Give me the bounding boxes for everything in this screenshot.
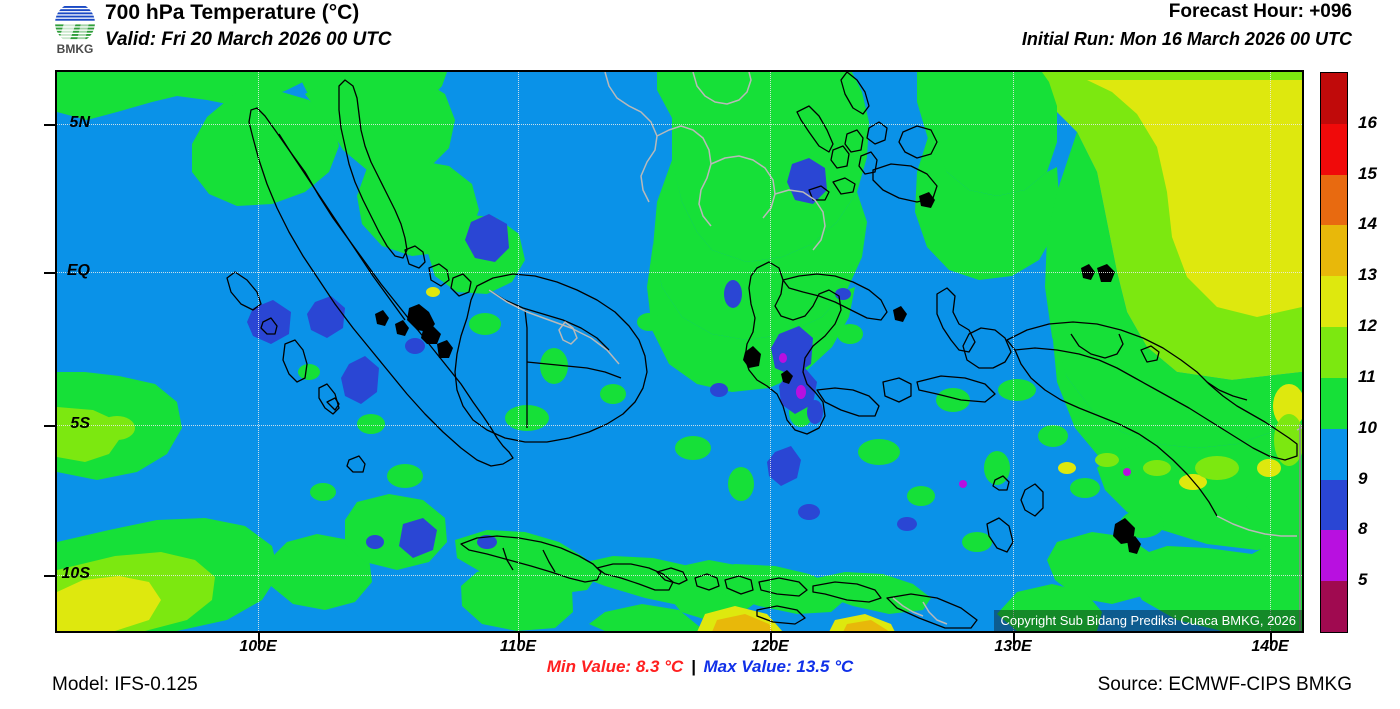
xtick-mark-110E (518, 633, 520, 644)
colorbar-tick-15: 15 (1358, 163, 1377, 183)
ytick-mark-5S (44, 425, 55, 427)
colorbar-band-12 (1321, 276, 1347, 328)
xtick-label-130E: 130E (994, 638, 1032, 655)
xtick-mark-120E (770, 633, 772, 644)
colorbar-tick-10: 10 (1358, 417, 1377, 437)
colorbar-band-lowest (1321, 581, 1347, 632)
map-plot-area: Copyright Sub Bidang Prediksi Cuaca BMKG… (55, 70, 1304, 633)
min-max-separator: | (690, 657, 696, 676)
valid-time-label: Valid: Fri 20 March 2026 00 UTC (105, 29, 392, 50)
colorbar-band-13 (1321, 225, 1347, 277)
colorbar-band-15 (1321, 123, 1347, 175)
colorbar-tick-13: 13 (1358, 265, 1377, 285)
ytick-label-10S: 10S (61, 565, 90, 582)
bmkg-logo: BMKG (44, 2, 106, 56)
colorbar-band-14 (1321, 174, 1347, 226)
colorbar-tick-14: 14 (1358, 214, 1377, 234)
ytick-mark-5N (44, 124, 55, 126)
temperature-field (57, 72, 1302, 631)
xtick-label-110E: 110E (499, 638, 537, 655)
colorbar-tick-16: 16 (1358, 112, 1377, 132)
page-title: 700 hPa Temperature (°C) (105, 1, 360, 24)
xtick-mark-130E (1013, 633, 1015, 644)
colorbar-tick-12: 12 (1358, 316, 1377, 336)
colorbar-band-10 (1321, 377, 1347, 429)
colorbar-band-16 (1321, 73, 1347, 124)
colorbar-tick-9: 9 (1358, 468, 1368, 488)
forecast-hour-label: Forecast Hour: +096 (1168, 1, 1352, 22)
ytick-label-EQ: EQ (66, 262, 90, 279)
xtick-label-120E: 120E (751, 638, 789, 655)
colorbar-labels: 16 15 14 13 12 11 10 9 8 5 (1358, 72, 1400, 633)
copyright-watermark: Copyright Sub Bidang Prediksi Cuaca BMKG… (994, 610, 1302, 631)
initial-run-label: Initial Run: Mon 16 March 2026 00 UTC (1021, 29, 1352, 49)
source-label: Source: ECMWF-CIPS BMKG (1097, 674, 1352, 695)
header: BMKG 700 hPa Temperature (°C) Valid: Fri… (0, 0, 1400, 58)
ytick-label-5S: 5S (70, 415, 90, 432)
colorbar-tick-5: 5 (1358, 570, 1368, 590)
xtick-mark-140E (1270, 633, 1272, 644)
ytick-mark-10S (44, 575, 55, 577)
colorbar-band-9 (1321, 428, 1347, 480)
colorbar-band-11 (1321, 327, 1347, 378)
bmkg-logo-label: BMKG (56, 42, 94, 56)
bmkg-logo-icon (55, 3, 95, 43)
model-label: Model: IFS-0.125 (52, 674, 198, 695)
xtick-mark-100E (258, 633, 260, 644)
xtick-label-100E: 100E (239, 638, 277, 655)
colorbar-band-5 (1321, 530, 1347, 582)
max-value-label: Max Value: 13.5 °C (703, 657, 854, 676)
min-max-values: Min Value: 8.3 °C | Max Value: 13.5 °C (0, 657, 1400, 677)
colorbar-tick-8: 8 (1358, 519, 1368, 539)
colorbar-band-8 (1321, 479, 1347, 531)
min-value-label: Min Value: 8.3 °C (546, 657, 684, 676)
colorbar-tick-11: 11 (1358, 366, 1376, 386)
colorbar (1320, 72, 1348, 633)
xtick-label-140E: 140E (1251, 638, 1289, 655)
ytick-label-5N: 5N (69, 114, 90, 131)
ytick-mark-EQ (44, 272, 55, 274)
